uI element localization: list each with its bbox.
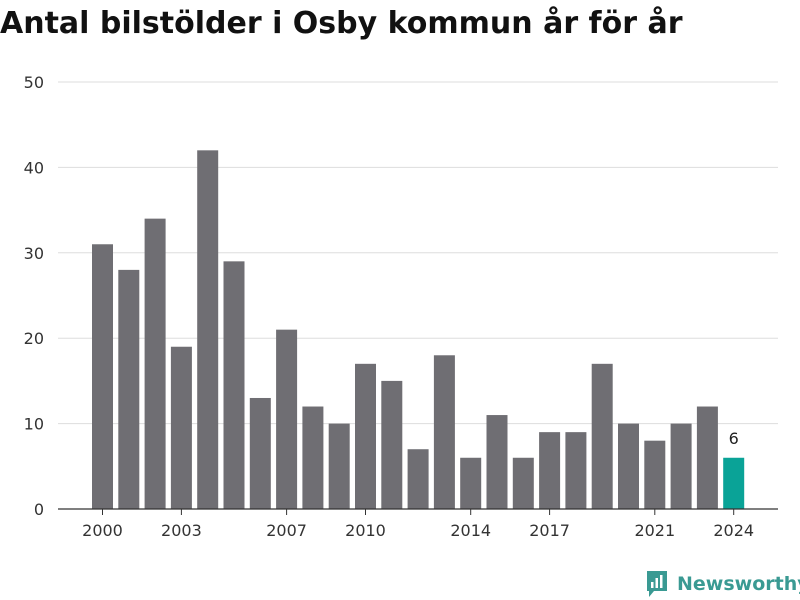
bar-2000 <box>92 244 113 509</box>
x-tick-label: 2024 <box>713 521 754 540</box>
bar-2024 <box>723 457 745 509</box>
bar-2006 <box>249 397 271 509</box>
bar-2008 <box>302 406 324 509</box>
x-axis-ticks <box>102 509 735 515</box>
bar-2021 <box>644 440 666 509</box>
y-tick-label: 20 <box>24 329 44 348</box>
bar-2004 <box>197 150 219 509</box>
bar-2007 <box>276 329 298 509</box>
data-labels: 6 <box>729 429 739 448</box>
bars <box>92 150 745 509</box>
x-tick-label: 2014 <box>450 521 491 540</box>
bar-2017 <box>539 432 561 509</box>
y-tick-label: 50 <box>24 73 44 92</box>
chart-title: Antal bilstölder i Osby kommun år för år <box>0 6 683 41</box>
x-tick-label: 2007 <box>266 521 307 540</box>
bar-2001 <box>118 269 140 509</box>
bar-2011 <box>381 380 403 509</box>
bar-2023 <box>696 406 718 509</box>
x-tick-label: 2003 <box>161 521 202 540</box>
x-tick-label: 2021 <box>634 521 675 540</box>
y-axis-tick-labels: 0 10 20 30 40 50 <box>24 73 44 519</box>
x-tick-label: 2000 <box>82 521 123 540</box>
y-tick-label: 40 <box>24 158 44 177</box>
bar-2022 <box>670 423 692 509</box>
bar-2012 <box>407 449 429 509</box>
y-tick-label: 30 <box>24 244 44 263</box>
bar-2014 <box>460 457 482 509</box>
bar-2005 <box>223 261 245 509</box>
brand-logo: Newsworthy <box>645 568 800 600</box>
x-axis-tick-labels: 2000 2003 2007 2010 2014 2017 2021 2024 <box>82 521 754 540</box>
bar-2003 <box>170 346 192 509</box>
y-tick-label: 0 <box>34 500 44 519</box>
y-tick-label: 10 <box>24 415 44 434</box>
bar-2016 <box>512 457 534 509</box>
gridlines <box>58 81 778 425</box>
bar-2002 <box>144 218 166 509</box>
bar-2009 <box>328 423 350 509</box>
bar-2020 <box>618 423 639 509</box>
x-tick-label: 2017 <box>529 521 570 540</box>
bar-2019 <box>591 363 613 509</box>
newsworthy-logo-icon <box>647 571 667 597</box>
x-tick-label: 2010 <box>345 521 386 540</box>
bar-2018 <box>565 432 587 509</box>
bar-2013 <box>433 355 455 509</box>
bar-2010 <box>355 363 376 509</box>
bar-2015 <box>486 415 508 509</box>
brand-name: Newsworthy <box>677 573 800 595</box>
data-label: 6 <box>729 429 739 448</box>
